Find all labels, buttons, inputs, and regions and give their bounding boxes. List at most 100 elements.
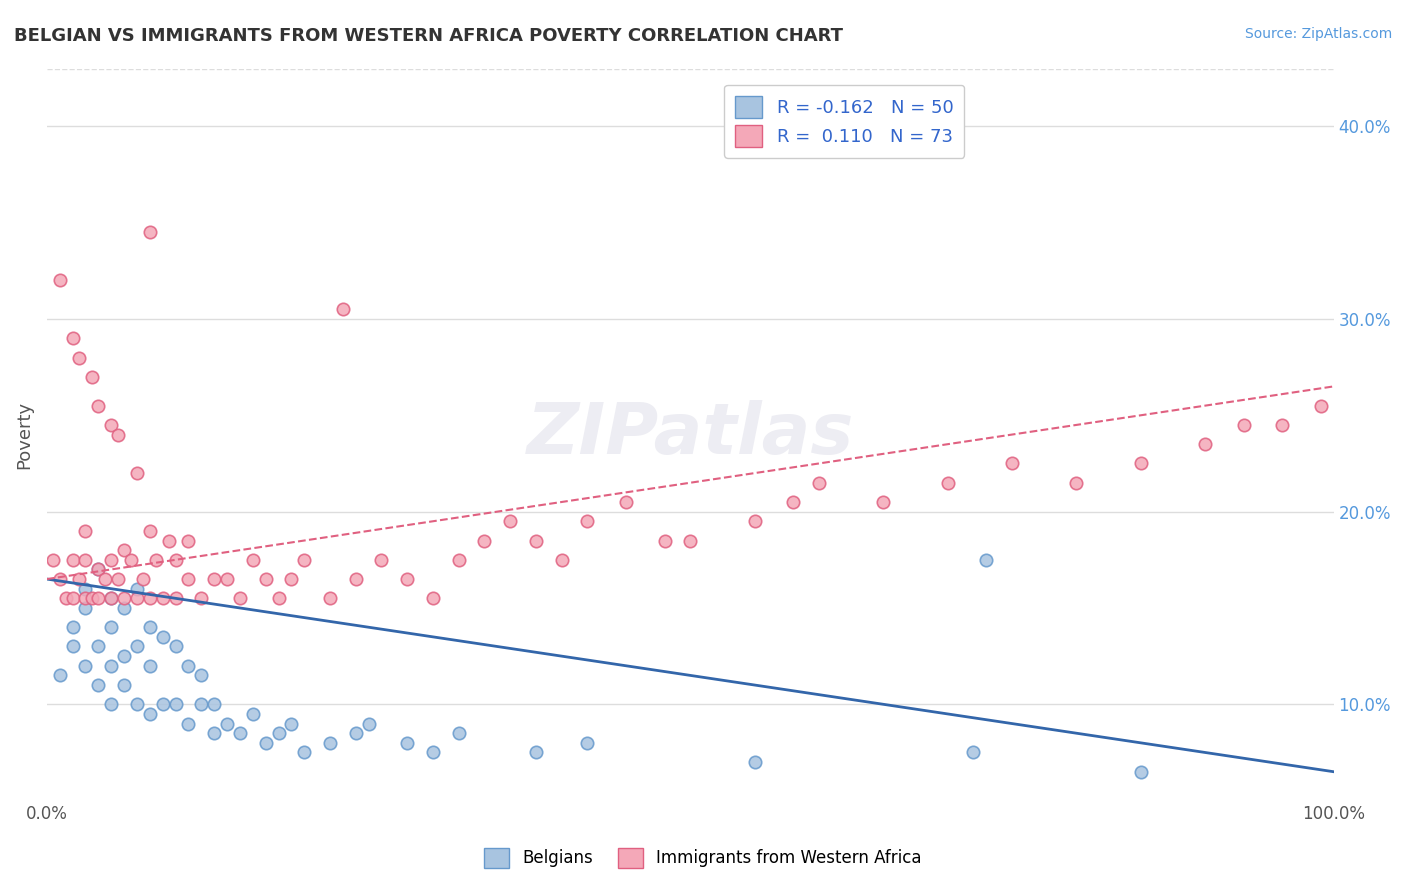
Text: ZIPatlas: ZIPatlas	[527, 401, 853, 469]
Point	[280, 572, 302, 586]
Point	[576, 736, 599, 750]
Point	[67, 351, 90, 365]
Point	[42, 553, 65, 567]
Point	[1129, 457, 1152, 471]
Legend: Belgians, Immigrants from Western Africa: Belgians, Immigrants from Western Africa	[478, 841, 928, 875]
Point	[75, 582, 97, 596]
Point	[1232, 417, 1254, 432]
Point	[357, 716, 380, 731]
Point	[1194, 437, 1216, 451]
Point	[80, 591, 103, 606]
Point	[872, 495, 894, 509]
Point	[229, 591, 252, 606]
Text: BELGIAN VS IMMIGRANTS FROM WESTERN AFRICA POVERTY CORRELATION CHART: BELGIAN VS IMMIGRANTS FROM WESTERN AFRIC…	[14, 27, 844, 45]
Point	[654, 533, 676, 548]
Point	[62, 620, 84, 634]
Point	[75, 591, 97, 606]
Point	[75, 658, 97, 673]
Point	[202, 698, 225, 712]
Point	[1309, 399, 1331, 413]
Point	[1129, 764, 1152, 779]
Point	[75, 601, 97, 615]
Point	[242, 553, 264, 567]
Text: Source: ZipAtlas.com: Source: ZipAtlas.com	[1244, 27, 1392, 41]
Point	[576, 514, 599, 528]
Point	[267, 726, 290, 740]
Point	[87, 562, 110, 576]
Point	[139, 225, 162, 239]
Point	[319, 736, 342, 750]
Point	[165, 591, 187, 606]
Point	[524, 533, 547, 548]
Point	[177, 533, 200, 548]
Point	[679, 533, 702, 548]
Point	[94, 572, 117, 586]
Point	[49, 273, 72, 287]
Point	[120, 553, 142, 567]
Point	[112, 601, 135, 615]
Point	[744, 755, 766, 769]
Point	[100, 591, 122, 606]
Point	[292, 746, 315, 760]
Point	[202, 572, 225, 586]
Point	[152, 591, 174, 606]
Point	[202, 726, 225, 740]
Point	[614, 495, 637, 509]
Point	[152, 698, 174, 712]
Point	[100, 620, 122, 634]
Point	[807, 475, 830, 490]
Point	[190, 591, 212, 606]
Point	[107, 427, 129, 442]
Point	[215, 716, 238, 731]
Point	[49, 668, 72, 682]
Point	[100, 698, 122, 712]
Point	[152, 630, 174, 644]
Point	[1271, 417, 1294, 432]
Point	[80, 369, 103, 384]
Point	[132, 572, 155, 586]
Point	[447, 553, 470, 567]
Point	[62, 331, 84, 345]
Point	[177, 716, 200, 731]
Point	[215, 572, 238, 586]
Point	[139, 620, 162, 634]
Point	[422, 746, 444, 760]
Point	[165, 553, 187, 567]
Point	[447, 726, 470, 740]
Point	[145, 553, 167, 567]
Point	[87, 678, 110, 692]
Y-axis label: Poverty: Poverty	[15, 401, 32, 468]
Point	[49, 572, 72, 586]
Point	[190, 668, 212, 682]
Point	[87, 640, 110, 654]
Point	[254, 572, 277, 586]
Legend: R = -0.162   N = 50, R =  0.110   N = 73: R = -0.162 N = 50, R = 0.110 N = 73	[724, 85, 965, 158]
Point	[139, 524, 162, 538]
Point	[254, 736, 277, 750]
Point	[242, 706, 264, 721]
Point	[125, 466, 148, 480]
Point	[100, 417, 122, 432]
Point	[1064, 475, 1087, 490]
Point	[112, 649, 135, 664]
Point	[332, 302, 354, 317]
Point	[112, 591, 135, 606]
Point	[55, 591, 77, 606]
Point	[782, 495, 804, 509]
Point	[267, 591, 290, 606]
Point	[524, 746, 547, 760]
Point	[396, 736, 419, 750]
Point	[344, 572, 367, 586]
Point	[75, 524, 97, 538]
Point	[165, 640, 187, 654]
Point	[67, 572, 90, 586]
Point	[75, 553, 97, 567]
Point	[112, 678, 135, 692]
Point	[139, 591, 162, 606]
Point	[292, 553, 315, 567]
Point	[100, 658, 122, 673]
Point	[139, 658, 162, 673]
Point	[936, 475, 959, 490]
Point	[157, 533, 180, 548]
Point	[62, 591, 84, 606]
